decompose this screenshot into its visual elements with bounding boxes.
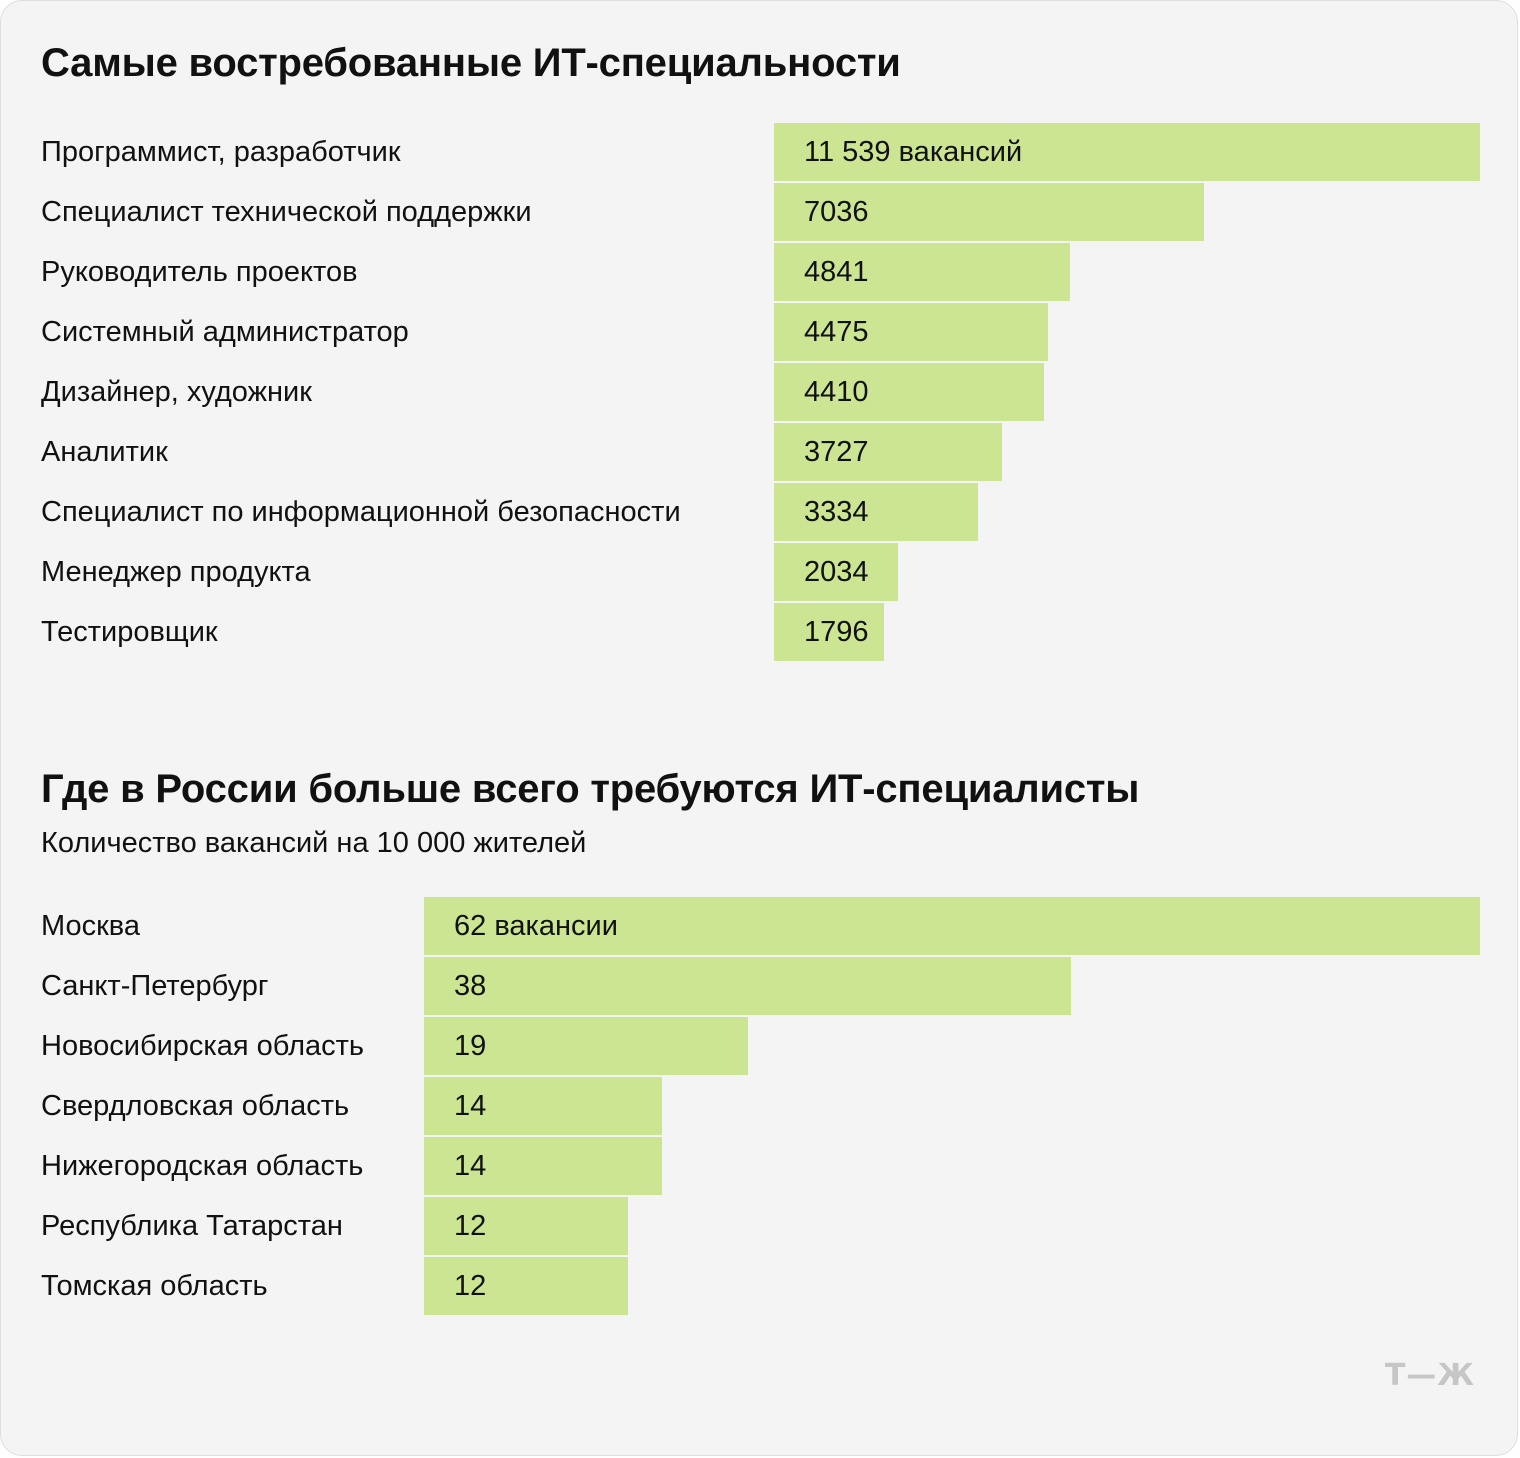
- category-label: Тестировщик: [41, 616, 218, 648]
- bar: [424, 1137, 662, 1195]
- category-label: Томская область: [41, 1270, 268, 1302]
- bar: [424, 1257, 628, 1315]
- bar: [774, 423, 1002, 481]
- bar-row: Нижегородская область 14: [41, 1137, 1477, 1196]
- chart-title: Самые востребованные ИТ-специальности: [41, 41, 901, 85]
- category-label: Специалист по информационной безопасност…: [41, 496, 681, 528]
- category-label: Специалист технической поддержки: [41, 196, 532, 228]
- value-label: 1796: [804, 616, 869, 648]
- bar-row: Менеджер продукта 2034: [41, 543, 1477, 602]
- value-label: 4475: [804, 316, 869, 348]
- bar-row: Москва 62 вакансии: [41, 897, 1480, 956]
- category-label: Программист, разработчик: [41, 136, 401, 168]
- category-label: Руководитель проектов: [41, 256, 358, 288]
- bar: [774, 303, 1048, 361]
- bar-row: Специалист технической поддержки 7036: [41, 183, 1477, 242]
- bar-row: Тестировщик 1796: [41, 603, 1477, 662]
- bar: [774, 363, 1044, 421]
- value-label: 4410: [804, 376, 869, 408]
- bar-row: Томская область 12: [41, 1257, 1477, 1316]
- bar: [424, 957, 1071, 1015]
- bar: [774, 603, 884, 661]
- bar: [424, 1197, 628, 1255]
- bar: [424, 1017, 748, 1075]
- bar-row: Свердловская область 14: [41, 1077, 1477, 1136]
- value-label: 38: [454, 970, 487, 1002]
- bar-row: Специалист по информационной безопасност…: [41, 483, 1477, 542]
- value-label: 14: [454, 1150, 487, 1182]
- bar: [774, 243, 1070, 301]
- category-label: Республика Татарстан: [41, 1210, 343, 1242]
- category-label: Менеджер продукта: [41, 556, 311, 588]
- bar: [774, 483, 978, 541]
- category-label: Новосибирская область: [41, 1030, 365, 1062]
- category-label: Дизайнер, художник: [41, 376, 312, 408]
- category-label: Санкт-Петербург: [41, 970, 269, 1002]
- chart-title: Где в России больше всего требуются ИТ-с…: [41, 767, 1140, 811]
- value-label: 3727: [804, 436, 869, 468]
- bar-row: Программист, разработчик 11 539 вакансий: [41, 123, 1480, 182]
- category-label: Системный администратор: [41, 316, 409, 348]
- bar: [774, 543, 898, 601]
- value-label: 7036: [804, 196, 869, 228]
- category-label: Нижегородская область: [41, 1150, 364, 1182]
- value-label: 19: [454, 1030, 487, 1062]
- bar-row: Новосибирская область 19: [41, 1017, 1477, 1076]
- bar-row: Республика Татарстан 12: [41, 1197, 1477, 1256]
- bar-row: Дизайнер, художник 4410: [41, 363, 1477, 422]
- value-label: 12: [454, 1270, 487, 1302]
- bar: [774, 123, 1480, 181]
- bar-row: Санкт-Петербург 38: [41, 957, 1477, 1016]
- bar: [424, 1077, 662, 1135]
- tzh-logo: Т—Ж: [1384, 1358, 1475, 1393]
- bar-row: Системный администратор 4475: [41, 303, 1477, 362]
- bar: [774, 183, 1204, 241]
- category-label: Свердловская область: [41, 1090, 350, 1122]
- value-label: 3334: [804, 496, 869, 528]
- value-label: 2034: [804, 556, 869, 588]
- value-label: 4841: [804, 256, 869, 288]
- bar: [424, 897, 1480, 955]
- value-label: 14: [454, 1090, 487, 1122]
- bar-row: Аналитик 3727: [41, 423, 1477, 482]
- value-label: 12: [454, 1210, 487, 1242]
- category-label: Москва: [41, 910, 141, 942]
- category-label: Аналитик: [41, 436, 168, 468]
- bar-row: Руководитель проектов 4841: [41, 243, 1477, 302]
- chart-subtitle: Количество вакансий на 10 000 жителей: [41, 827, 587, 859]
- value-label: 11 539 вакансий: [804, 136, 1023, 168]
- value-label: 62 вакансии: [454, 910, 618, 942]
